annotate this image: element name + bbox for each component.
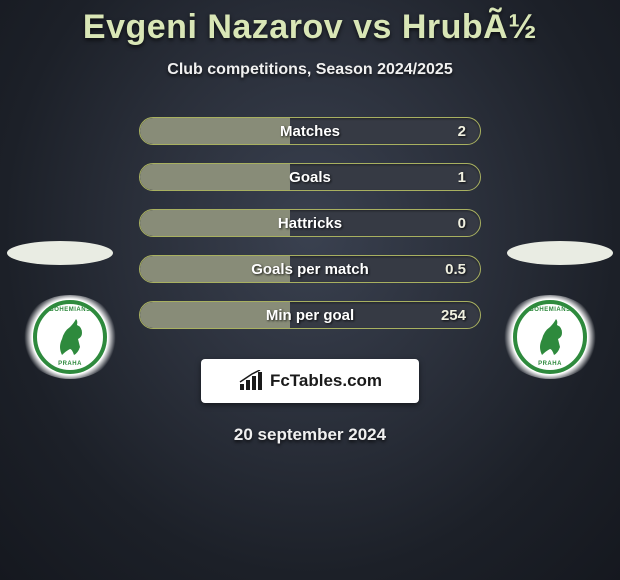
- kangaroo-icon: [52, 317, 88, 357]
- crest-text-top: BOHEMIANS: [529, 307, 570, 313]
- brand-label: FcTables.com: [270, 371, 382, 391]
- player-left-ellipse: [7, 241, 113, 265]
- club-crest-left: BOHEMIANS PRAHA: [20, 295, 120, 379]
- subtitle: Club competitions, Season 2024/2025: [0, 61, 620, 79]
- stat-bar: Matches 2: [139, 117, 481, 145]
- crest-text-top: BOHEMIANS: [49, 307, 90, 313]
- crest-ring: BOHEMIANS PRAHA: [33, 300, 107, 374]
- crest-text-bottom: PRAHA: [538, 361, 562, 367]
- stat-label: Goals: [289, 169, 331, 186]
- stat-fill: [140, 118, 290, 144]
- stat-value: 254: [441, 307, 466, 324]
- infographic: Evgeni Nazarov vs HrubÃ½ Club competitio…: [0, 0, 620, 445]
- stat-label: Goals per match: [251, 261, 369, 278]
- stat-value: 0.5: [445, 261, 466, 278]
- brand-chart-icon: [238, 370, 264, 392]
- page-title: Evgeni Nazarov vs HrubÃ½: [0, 8, 620, 47]
- kangaroo-icon: [532, 317, 568, 357]
- stat-value: 2: [458, 123, 466, 140]
- stat-value: 1: [458, 169, 466, 186]
- club-crest-right: BOHEMIANS PRAHA: [500, 295, 600, 379]
- crest-ring: BOHEMIANS PRAHA: [513, 300, 587, 374]
- stats-area: BOHEMIANS PRAHA BOHEMIANS PRAHA Matches2…: [0, 117, 620, 329]
- stat-label: Matches: [280, 123, 340, 140]
- stat-bar: Goals 1: [139, 163, 481, 191]
- stat-bar: Min per goal 254: [139, 301, 481, 329]
- crest-text-bottom: PRAHA: [58, 361, 82, 367]
- stat-label: Hattricks: [278, 215, 342, 232]
- stat-label: Min per goal: [266, 307, 354, 324]
- stat-value: 0: [458, 215, 466, 232]
- stat-bar: Hattricks 0: [139, 209, 481, 237]
- brand-box: FcTables.com: [201, 359, 419, 403]
- stat-fill: [140, 210, 290, 236]
- player-right-ellipse: [507, 241, 613, 265]
- stat-bars: Matches 2 Goals 1 Hattricks 0 Goals per match 0…: [139, 117, 481, 329]
- stat-fill: [140, 164, 290, 190]
- date-label: 20 september 2024: [0, 425, 620, 445]
- stat-bar: Goals per match 0.5: [139, 255, 481, 283]
